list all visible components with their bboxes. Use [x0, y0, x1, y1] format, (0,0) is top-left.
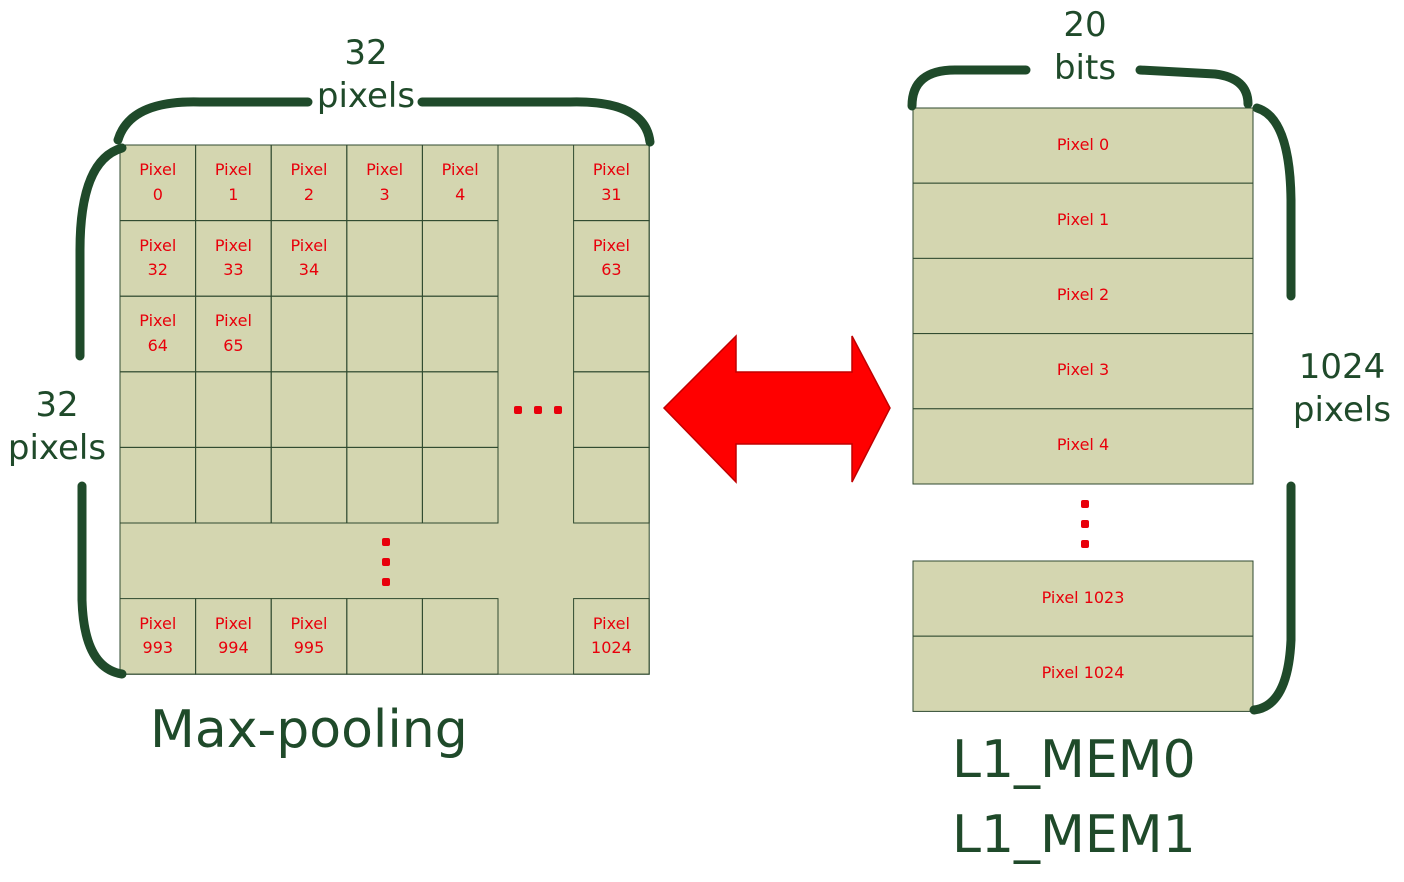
grid-cell-label: Pixel 0 — [139, 160, 177, 204]
grid-cell — [573, 598, 650, 675]
grid-cell — [421, 446, 499, 524]
memory-title-1: L1_MEM1 — [952, 805, 1196, 865]
memory-block — [912, 107, 1254, 712]
memory-row-label: Pixel 1023 — [1041, 587, 1125, 607]
memory-row-label: Pixel 4 — [1056, 435, 1110, 455]
grid-cell-label: Pixel 994 — [214, 613, 252, 658]
grid-cell-label: Pixel 33 — [214, 235, 252, 280]
memory-row-label: Pixel 1024 — [1041, 662, 1125, 682]
grid-cell-label: Pixel 31 — [592, 160, 630, 204]
ellipsis-dot — [1081, 500, 1089, 508]
maxpool-title: Max-pooling — [150, 700, 468, 760]
grid-background — [119, 144, 650, 675]
grid-top-brace — [113, 97, 655, 147]
grid-cell-label: Pixel 1024 — [591, 613, 632, 658]
grid-cell-label: Pixel 3 — [366, 160, 404, 204]
memory-row — [912, 257, 1254, 335]
memory-row-label: Pixel 2 — [1056, 285, 1110, 304]
memory-top-brace — [907, 65, 1253, 111]
memory-row — [912, 635, 1254, 712]
grid-cell-label: Pixel 993 — [139, 613, 177, 658]
maxpool-grid — [119, 144, 650, 675]
memory-row — [912, 182, 1254, 259]
grid-left-brace — [75, 143, 127, 679]
grid-height-label: 32 pixels — [7, 385, 107, 468]
ellipsis-dot — [514, 406, 522, 414]
grid-width-label: 32 pixels — [316, 33, 416, 116]
ellipsis-dot — [382, 558, 390, 566]
grid-cell-label: Pixel 63 — [592, 235, 630, 280]
memory-title-0: L1_MEM0 — [952, 730, 1196, 790]
memory-row — [912, 107, 1254, 184]
memory-row — [912, 560, 1254, 637]
grid-cell-label: Pixel 2 — [290, 160, 328, 204]
grid-cell-label: Pixel 1 — [214, 160, 252, 204]
memory-width-label: 20 bits — [1053, 5, 1117, 88]
memory-row-label: Pixel 1 — [1056, 209, 1110, 229]
memory-ellipsis-dots — [1081, 500, 1089, 548]
memory-depth-label: 1024 pixels — [1292, 347, 1392, 430]
memory-row-label: Pixel 0 — [1056, 134, 1110, 154]
ellipsis-dot — [1081, 540, 1089, 548]
grid-cell-label: Pixel 34 — [290, 235, 328, 280]
grid-cell-label: Pixel 995 — [290, 613, 328, 658]
grid-cell — [421, 598, 499, 675]
ellipsis-dot — [382, 578, 390, 586]
memory-row — [912, 408, 1254, 485]
grid-cell-label: Pixel 4 — [441, 160, 479, 204]
grid-cell-label: Pixel 64 — [139, 311, 177, 355]
ellipsis-dot — [554, 406, 562, 414]
memory-row-label: Pixel 3 — [1056, 360, 1110, 380]
grid-cell-label: Pixel 65 — [214, 311, 252, 355]
bidirectional-arrow-icon — [662, 334, 891, 484]
memory-right-brace — [1249, 103, 1296, 715]
grid-cell — [573, 446, 650, 524]
ellipsis-dot — [534, 406, 542, 414]
ellipsis-dot — [1081, 520, 1089, 528]
ellipsis-dot — [382, 538, 390, 546]
maxpool-grid-lines — [119, 144, 650, 675]
grid-ellipsis-dots — [382, 406, 562, 586]
grid-cell-label: Pixel 32 — [139, 235, 177, 280]
